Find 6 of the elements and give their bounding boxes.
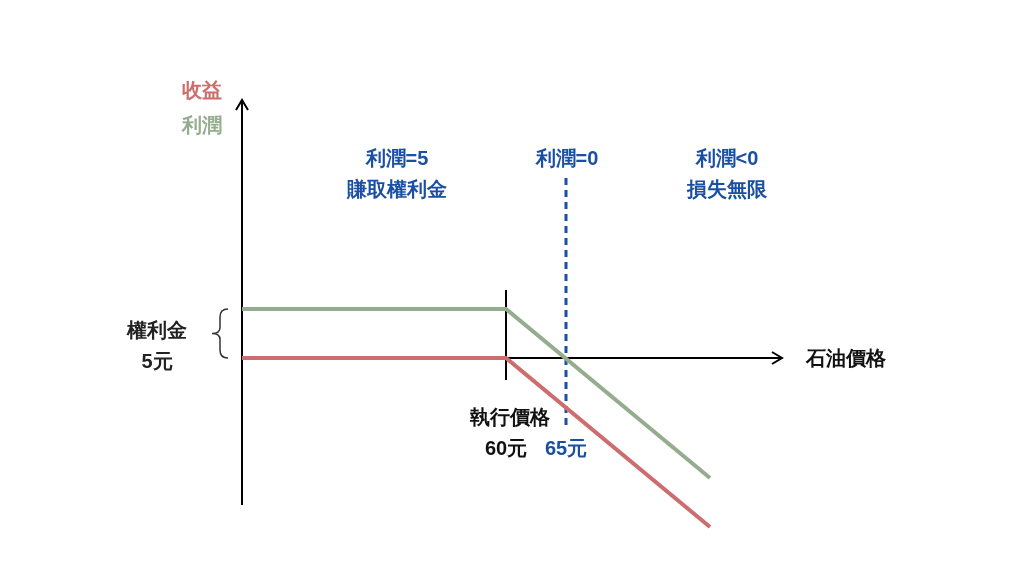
annotation: 執行價格 [470, 406, 550, 428]
annotation: 權利金 5元 [127, 319, 187, 372]
x-axis-title: 石油價格 [806, 347, 886, 369]
annotation: 利潤=5 賺取權利金 [347, 147, 447, 200]
annotation: 利潤=0 [535, 147, 599, 169]
annotation: 利潤<0 損失無限 [687, 147, 767, 200]
